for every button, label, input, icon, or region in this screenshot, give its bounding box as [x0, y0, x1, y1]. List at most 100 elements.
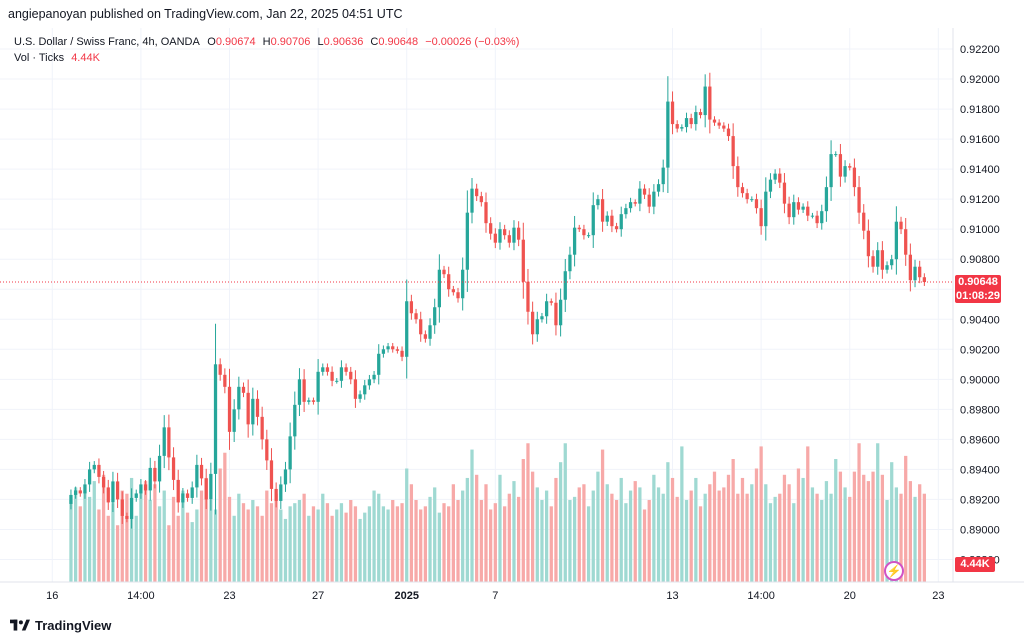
volume-bar: [652, 474, 656, 582]
candle-body: [451, 289, 455, 293]
volume-bar: [167, 525, 171, 582]
time-axis[interactable]: 16 14:00 23 27 2025 7 13 14:00 20 23: [46, 590, 944, 602]
volume-bar: [717, 490, 721, 582]
volume-bar: [316, 509, 320, 582]
candle-body: [269, 460, 274, 489]
volume-value: 4.44K: [71, 52, 100, 64]
price-chart[interactable]: 0.92200 0.92000 0.91800 0.91600 0.91400 0.912…: [0, 28, 1024, 612]
volume-bar: [890, 462, 894, 582]
close-value: 0.90648: [378, 36, 419, 48]
symbol-title[interactable]: U.S. Dollar / Swiss Franc, 4h, OANDA: [14, 36, 200, 48]
candle-body: [656, 184, 661, 192]
candle-body: [143, 484, 148, 491]
volume-label[interactable]: Vol · Ticks: [14, 52, 65, 64]
candle-body: [638, 188, 642, 204]
volume-bar: [503, 506, 507, 582]
candle-body: [442, 269, 446, 275]
candle-body: [288, 436, 292, 470]
volume-bar: [838, 471, 843, 582]
volume-bar: [134, 515, 138, 582]
candle-body: [307, 400, 311, 402]
volume-bar: [428, 496, 432, 582]
volume-bar: [829, 493, 833, 582]
volume-bar: [694, 477, 698, 582]
candle-body: [862, 212, 866, 231]
volume-bar: [185, 512, 190, 582]
volume-bar: [656, 487, 661, 582]
last-price-value: 0.90648: [958, 276, 998, 289]
volume-bar: [922, 493, 926, 582]
volume-bar: [199, 490, 204, 582]
candle-body: [195, 464, 199, 488]
volume-bar: [796, 468, 801, 582]
candle-body: [731, 136, 735, 167]
candle-body: [400, 350, 404, 357]
candle-body: [171, 457, 176, 480]
candle-body: [209, 473, 213, 500]
volume-bar: [908, 481, 912, 582]
candle-body: [857, 187, 861, 213]
candle-body: [339, 367, 344, 381]
volume-bar: [526, 443, 530, 582]
volume-bar: [120, 490, 124, 582]
candle-body: [134, 493, 138, 498]
volume-bar: [507, 493, 511, 582]
volume-bar: [638, 487, 642, 582]
candle-body: [815, 215, 819, 224]
volume-bar: [349, 500, 353, 582]
price-axis[interactable]: 0.92200 0.92000 0.91800 0.91600 0.91400 0.912…: [960, 44, 1000, 566]
candle-body: [572, 227, 577, 255]
candle-body: [754, 199, 759, 209]
volume-bar: [675, 496, 679, 582]
volume-bar: [307, 515, 311, 582]
candle-body: [899, 221, 903, 230]
volume-bar: [862, 474, 866, 582]
volume-bar: [344, 512, 348, 582]
volume-bar: [325, 503, 330, 582]
price-tick-label: 0.90200: [960, 344, 1000, 356]
volume-bar: [558, 462, 563, 582]
candle-body: [792, 202, 796, 218]
candle-body: [913, 266, 917, 281]
candle-body: [330, 371, 334, 381]
volume-bar: [852, 471, 857, 582]
volume-bar: [736, 493, 740, 582]
lightning-icon[interactable]: ⚡: [884, 561, 904, 581]
close-label: C: [370, 36, 379, 48]
candle-body: [456, 292, 460, 299]
candle-body: [908, 254, 912, 281]
price-tick-label: 0.92200: [960, 44, 1000, 56]
time-tick-label: 23: [223, 590, 235, 602]
time-tick-label: 16: [46, 590, 58, 602]
volume-bar: [475, 474, 479, 582]
candle-body: [241, 386, 246, 393]
volume-bar: [297, 500, 302, 582]
candle-body: [73, 490, 78, 495]
volume-bar: [195, 509, 199, 582]
candle-body: [866, 230, 871, 257]
volume-bar: [647, 500, 651, 582]
candle-body: [764, 191, 768, 227]
tradingview-logo[interactable]: TradingView: [10, 618, 111, 633]
candle-body: [708, 86, 712, 120]
candle-body: [740, 187, 745, 194]
candle-body: [465, 212, 469, 270]
volume-bar: [153, 484, 157, 582]
volume-bar: [577, 487, 581, 582]
candle-body: [283, 469, 288, 485]
volume-bar: [447, 506, 451, 582]
volume-bar: [213, 509, 218, 582]
volume-bars: [69, 443, 926, 582]
candle-body: [139, 484, 143, 494]
volume-bar: [600, 449, 605, 582]
candle-body: [703, 86, 707, 116]
volume-bar: [596, 471, 600, 582]
volume-bar: [106, 515, 110, 582]
candle-body: [768, 179, 773, 192]
volume-bar: [918, 484, 922, 582]
price-tick-label: 0.89600: [960, 434, 1000, 446]
candle-body: [321, 367, 325, 372]
volume-bar: [572, 496, 577, 582]
volume-bar: [405, 468, 409, 582]
volume-bar: [470, 449, 474, 582]
